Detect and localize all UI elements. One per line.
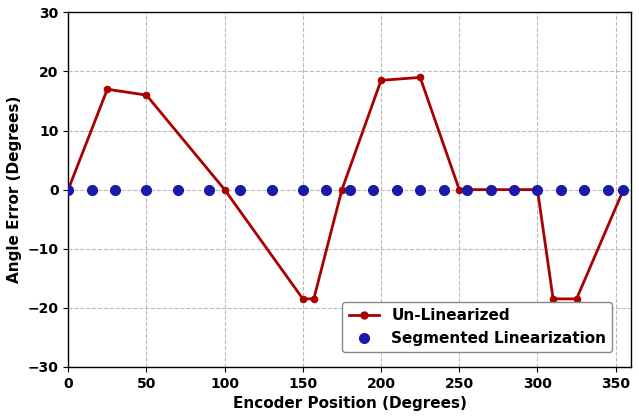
Un-Linearized bbox=[104, 87, 111, 92]
Un-Linearized bbox=[620, 187, 627, 192]
Legend: Un-Linearized, Segmented Linearization: Un-Linearized, Segmented Linearization bbox=[343, 302, 612, 352]
Segmented Linearization bbox=[142, 187, 150, 192]
Line: Segmented Linearization: Segmented Linearization bbox=[63, 185, 628, 194]
Un-Linearized bbox=[142, 93, 150, 98]
Segmented Linearization bbox=[369, 187, 377, 192]
Un-Linearized bbox=[65, 187, 72, 192]
Un-Linearized bbox=[310, 296, 318, 301]
Segmented Linearization bbox=[111, 187, 119, 192]
Segmented Linearization bbox=[346, 187, 353, 192]
Segmented Linearization bbox=[323, 187, 330, 192]
Segmented Linearization bbox=[487, 187, 495, 192]
Segmented Linearization bbox=[205, 187, 213, 192]
Segmented Linearization bbox=[393, 187, 401, 192]
Segmented Linearization bbox=[557, 187, 565, 192]
Segmented Linearization bbox=[236, 187, 244, 192]
Segmented Linearization bbox=[65, 187, 72, 192]
Segmented Linearization bbox=[88, 187, 95, 192]
Un-Linearized bbox=[417, 75, 424, 80]
Segmented Linearization bbox=[268, 187, 275, 192]
Segmented Linearization bbox=[463, 187, 471, 192]
Segmented Linearization bbox=[604, 187, 612, 192]
Line: Un-Linearized: Un-Linearized bbox=[65, 74, 627, 302]
Segmented Linearization bbox=[534, 187, 541, 192]
Segmented Linearization bbox=[174, 187, 181, 192]
Un-Linearized bbox=[299, 296, 307, 301]
Segmented Linearization bbox=[440, 187, 447, 192]
Segmented Linearization bbox=[510, 187, 518, 192]
Un-Linearized bbox=[377, 78, 385, 83]
Un-Linearized bbox=[338, 187, 346, 192]
Segmented Linearization bbox=[417, 187, 424, 192]
Un-Linearized bbox=[534, 187, 541, 192]
Un-Linearized bbox=[550, 296, 557, 301]
Segmented Linearization bbox=[620, 187, 627, 192]
Segmented Linearization bbox=[299, 187, 307, 192]
Segmented Linearization bbox=[581, 187, 589, 192]
Un-Linearized bbox=[221, 187, 229, 192]
Un-Linearized bbox=[456, 187, 463, 192]
X-axis label: Encoder Position (Degrees): Encoder Position (Degrees) bbox=[233, 396, 466, 411]
Un-Linearized bbox=[573, 296, 580, 301]
Y-axis label: Angle Error (Degrees): Angle Error (Degrees) bbox=[7, 96, 22, 283]
